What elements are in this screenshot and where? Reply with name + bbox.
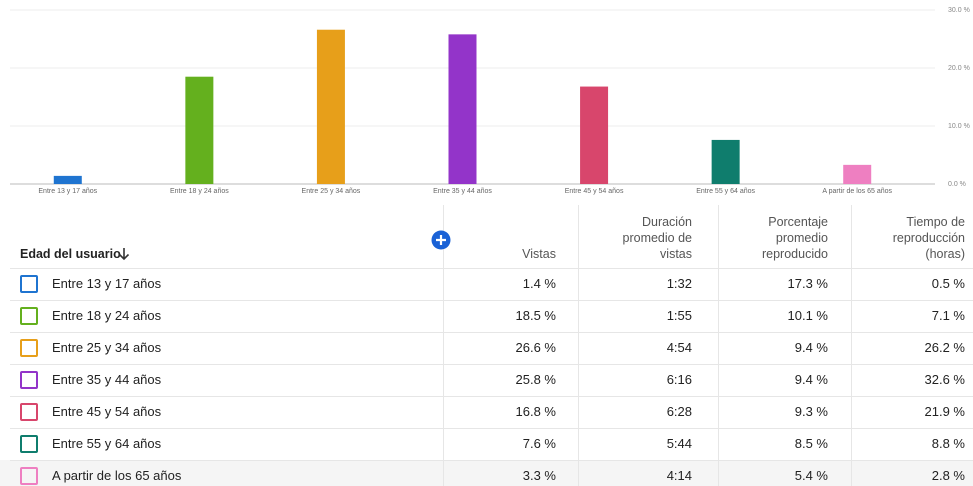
row-checkbox[interactable] xyxy=(20,435,38,453)
row-value: 1.4 % xyxy=(522,276,556,291)
row-value: 6:16 xyxy=(666,372,692,387)
bar xyxy=(580,86,609,184)
row-value: 21.9 % xyxy=(924,404,965,419)
row-value: 3.3 % xyxy=(522,468,556,483)
row-value: 26.2 % xyxy=(924,340,965,355)
row-value: 32.6 % xyxy=(924,372,965,387)
row-label: A partir de los 65 años xyxy=(52,468,182,483)
row-checkbox[interactable] xyxy=(20,339,38,357)
row-label: Entre 35 y 44 años xyxy=(52,372,162,387)
x-tick-label: Entre 13 y 17 años xyxy=(38,188,97,195)
row-value: 4:54 xyxy=(666,340,692,355)
row-value: 18.5 % xyxy=(515,308,556,323)
row-value: 9.4 % xyxy=(794,372,828,387)
row-value: 2.8 % xyxy=(931,468,965,483)
row-value: 17.3 % xyxy=(787,276,828,291)
col-divider xyxy=(851,205,852,486)
x-tick-label: Entre 55 y 64 años xyxy=(696,188,755,195)
add-metric-button[interactable] xyxy=(431,230,451,250)
bar xyxy=(185,76,214,184)
row-value: 7.6 % xyxy=(522,436,556,451)
x-tick-label: Entre 45 y 54 años xyxy=(565,188,624,195)
row-value: 1:32 xyxy=(666,276,692,291)
col-divider xyxy=(578,205,579,486)
row-value: 10.1 % xyxy=(787,308,828,323)
header-views[interactable]: Vistas xyxy=(522,247,556,261)
row-divider xyxy=(10,364,973,365)
chart: 0.0 % 10.0 % 20.0 % 30.0 % Entre 13 y 17 año… xyxy=(10,7,970,195)
row-value: 9.4 % xyxy=(794,340,828,355)
row-value: 7.1 % xyxy=(931,308,965,323)
bar xyxy=(316,29,345,184)
row-label: Entre 13 y 17 años xyxy=(52,276,162,291)
row-label: Entre 55 y 64 años xyxy=(52,436,162,451)
row-checkbox[interactable] xyxy=(20,275,38,293)
row-checkbox[interactable] xyxy=(20,467,38,485)
bar xyxy=(53,175,82,184)
row-value: 8.5 % xyxy=(794,436,828,451)
x-tick-label: Entre 25 y 34 años xyxy=(302,188,361,195)
y-tick-label: 10.0 % xyxy=(948,123,970,130)
col-divider xyxy=(718,205,719,486)
row-value: 25.8 % xyxy=(515,372,556,387)
row-divider xyxy=(10,300,973,301)
header-percent[interactable]: Porcentaje promedio reproducido xyxy=(761,215,828,261)
row-value: 8.8 % xyxy=(931,436,965,451)
row-value: 0.5 % xyxy=(931,276,965,291)
bar xyxy=(448,34,477,184)
row-label: Entre 25 y 34 años xyxy=(52,340,162,355)
sort-arrow[interactable] xyxy=(118,247,130,261)
bar xyxy=(711,139,740,184)
row-divider xyxy=(10,428,973,429)
header-age[interactable]: Edad del usuario xyxy=(20,247,121,261)
row-label: Entre 18 y 24 años xyxy=(52,308,162,323)
row-value: 6:28 xyxy=(666,404,692,419)
row-value: 9.3 % xyxy=(794,404,828,419)
hover-row xyxy=(0,460,973,486)
y-tick-label: 0.0 % xyxy=(948,181,966,188)
row-divider xyxy=(10,332,973,333)
row-value: 5:44 xyxy=(666,436,692,451)
row-checkbox[interactable] xyxy=(20,307,38,325)
row-value: 16.8 % xyxy=(515,404,556,419)
row-checkbox[interactable] xyxy=(20,403,38,421)
x-tick-label: Entre 18 y 24 años xyxy=(170,188,229,195)
x-tick-label: A partir de los 65 años xyxy=(822,188,892,195)
row-checkbox[interactable] xyxy=(20,371,38,389)
col-divider xyxy=(443,205,444,486)
header-watch-time[interactable]: Tiempo de reproducción (horas) xyxy=(892,215,965,261)
bar xyxy=(843,164,872,184)
row-divider xyxy=(10,268,973,269)
row-value: 4:14 xyxy=(666,468,692,483)
x-tick-label: Entre 35 y 44 años xyxy=(433,188,492,195)
row-label: Entre 45 y 54 años xyxy=(52,404,162,419)
header-duration[interactable]: Duración promedio de vistas xyxy=(622,215,693,261)
row-value: 1:55 xyxy=(666,308,692,323)
row-divider xyxy=(10,396,973,397)
y-tick-label: 20.0 % xyxy=(948,65,970,72)
row-value: 26.6 % xyxy=(515,340,556,355)
row-divider xyxy=(10,460,973,461)
row-value: 5.4 % xyxy=(794,468,828,483)
y-tick-label: 30.0 % xyxy=(948,7,970,14)
